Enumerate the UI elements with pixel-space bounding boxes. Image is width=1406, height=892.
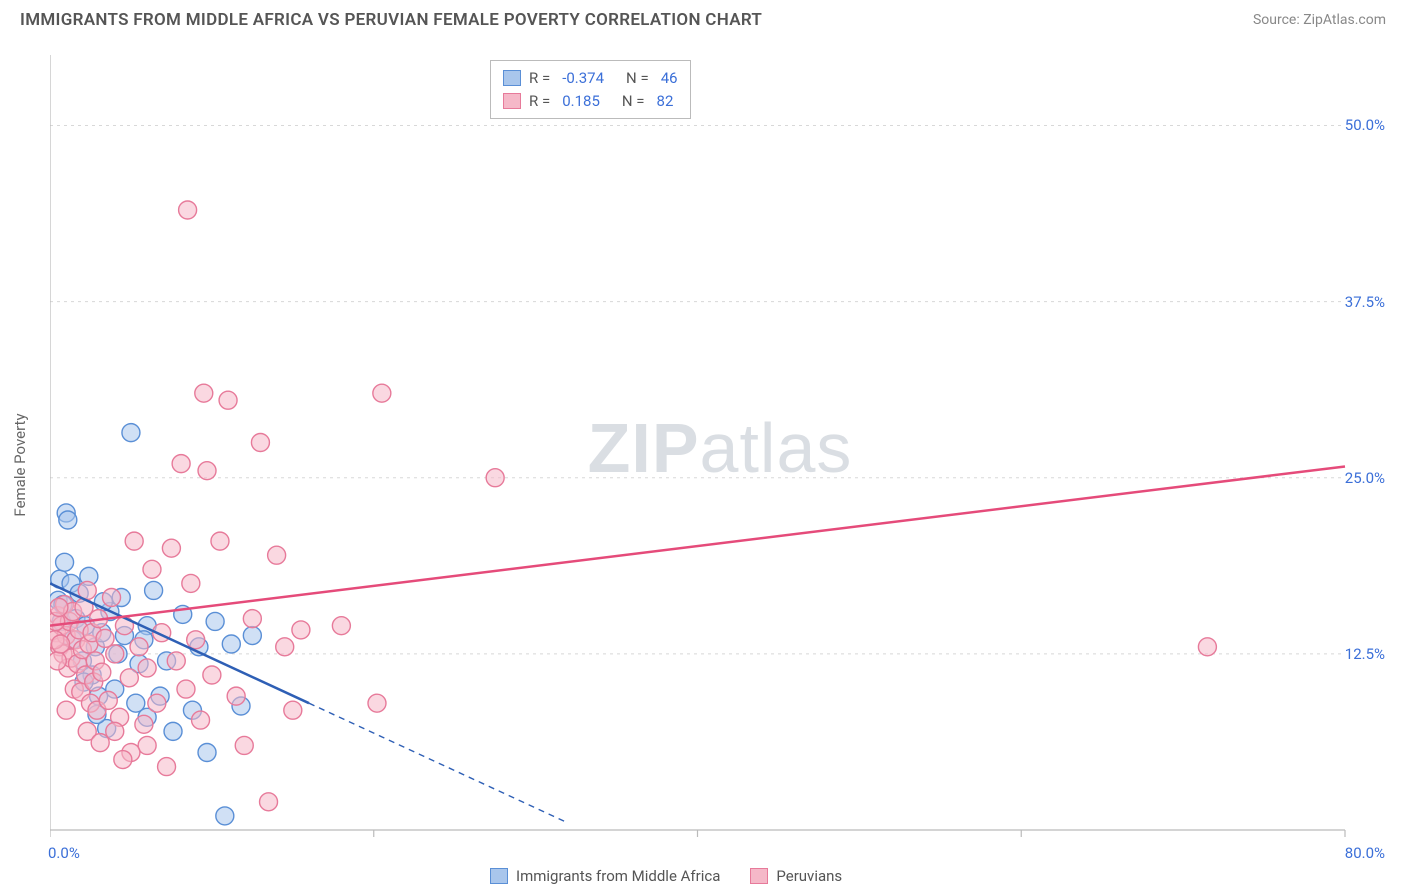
legend-swatch [503,70,521,86]
chart-svg [50,45,1390,870]
source-credit: Source: ZipAtlas.com [1253,12,1386,28]
y-tick-label: 25.0% [1345,469,1385,487]
y-tick-label: 12.5% [1345,645,1385,663]
series-legend: Immigrants from Middle Africa Peruvians [490,867,842,885]
legend-swatch [750,868,768,884]
correlation-legend: R =-0.374N =46R =0.185N =82 [490,60,691,119]
x-end-label: 80.0% [1345,844,1385,862]
legend-item: Immigrants from Middle Africa [490,867,720,885]
legend-stat-row: R =-0.374N =46 [503,67,678,90]
page-title: IMMIGRANTS FROM MIDDLE AFRICA VS PERUVIA… [20,10,762,30]
r-value: -0.374 [562,67,604,90]
legend-stat-row: R =0.185N =82 [503,90,678,113]
legend-item: Peruvians [750,867,842,885]
n-value: 82 [657,90,674,113]
y-tick-label: 37.5% [1345,293,1385,311]
x-origin-label: 0.0% [48,844,80,862]
legend-swatch [503,93,521,109]
y-tick-label: 50.0% [1345,116,1385,134]
y-axis-label: Female Poverty [11,413,29,516]
legend-label: Peruvians [776,867,842,885]
correlation-chart: Female Poverty ZIPatlas R =-0.374N =46R … [50,45,1390,885]
legend-label: Immigrants from Middle Africa [516,867,720,885]
legend-swatch [490,868,508,884]
n-value: 46 [661,67,678,90]
r-value: 0.185 [562,90,600,113]
